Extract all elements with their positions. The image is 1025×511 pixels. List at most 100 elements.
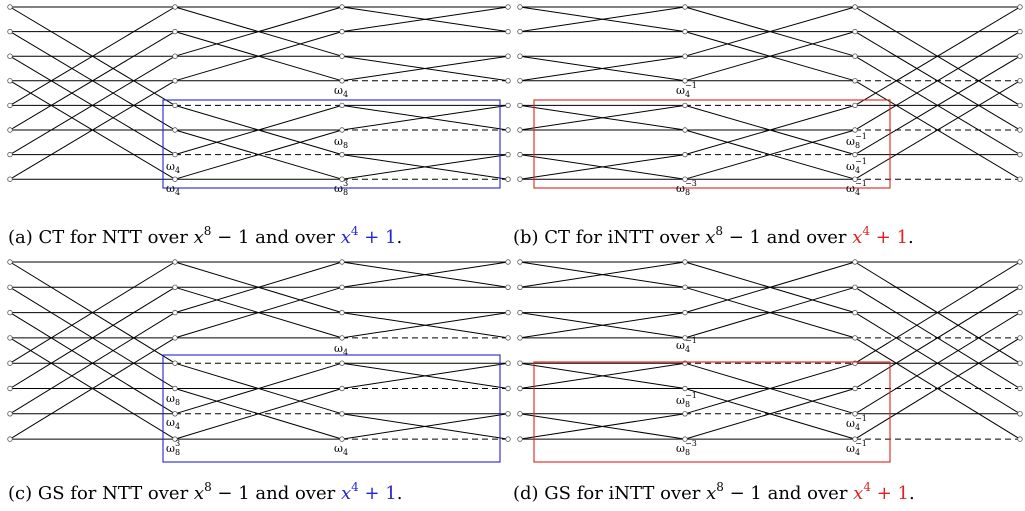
butterfly-edge — [684, 31, 856, 82]
caption-d: (d) GS for iNTT over x8 − 1 and over x4 … — [513, 480, 915, 504]
twiddle-label: ω8−1 — [676, 391, 697, 409]
node — [172, 335, 178, 341]
node — [1017, 176, 1023, 182]
node — [339, 411, 345, 417]
panel-d: ω4−1 ω8−1 ω8−3 ω4−1 ω4−1 (d) GS for iNTT over… — [513, 259, 1023, 504]
butterfly-edge — [341, 154, 509, 180]
butterfly-edge — [9, 312, 176, 415]
node — [339, 151, 345, 158]
twiddle-label: ω4−1 — [846, 179, 867, 197]
node — [517, 4, 523, 10]
caption-a: (a) CT for NTT over x8 − 1 and over x4 +… — [8, 224, 402, 248]
node — [1017, 309, 1023, 316]
butterfly-edge — [684, 104, 856, 156]
node — [852, 127, 858, 133]
node — [1017, 284, 1023, 290]
twiddle-label: ω4−1 — [846, 157, 867, 175]
node — [7, 284, 13, 290]
node — [339, 176, 345, 182]
node — [505, 151, 511, 158]
node — [852, 176, 858, 182]
node — [852, 309, 858, 316]
node — [852, 411, 858, 417]
butterfly-edge — [854, 55, 1021, 156]
node — [1017, 335, 1023, 341]
node — [505, 102, 511, 109]
caption-c: (c) GS for NTT over x8 − 1 and over x4 +… — [8, 480, 402, 504]
node — [339, 53, 345, 59]
butterfly-edge — [684, 129, 856, 180]
node — [682, 102, 688, 109]
butterfly-edge — [9, 337, 176, 440]
node — [682, 151, 688, 158]
node — [172, 176, 178, 182]
node — [339, 102, 345, 109]
panel-a: ω4 ω8 ω4 ω4 ω83 (a) CT for NTT over x8 − 1 an… — [7, 4, 511, 248]
node — [852, 436, 858, 442]
node — [172, 127, 178, 133]
node — [505, 53, 511, 59]
node — [1017, 385, 1023, 392]
node — [505, 411, 511, 417]
node — [682, 436, 688, 442]
node — [1017, 28, 1023, 35]
highlight-box — [533, 361, 891, 463]
node — [7, 259, 13, 265]
highlight-box — [162, 354, 501, 463]
node — [505, 259, 511, 265]
node — [682, 309, 688, 316]
node — [7, 385, 13, 392]
butterfly-edge — [519, 55, 686, 82]
butterfly-edge — [519, 362, 686, 389]
node — [505, 436, 511, 442]
node — [505, 385, 511, 392]
node — [517, 102, 523, 109]
node — [852, 28, 858, 35]
butterfly-edge — [519, 312, 686, 339]
node — [517, 436, 523, 442]
node — [7, 53, 13, 59]
butterfly-edge — [341, 312, 509, 339]
panel-c: ω4 ω8 ω4 ω83 ω4 (c) GS for NTT over x8 − 1 an… — [7, 259, 511, 504]
butterfly-edge — [9, 31, 176, 131]
node — [7, 127, 13, 133]
node — [339, 436, 345, 442]
node — [1017, 78, 1023, 84]
node — [172, 259, 178, 265]
node — [517, 335, 523, 341]
butterfly-edge — [519, 413, 686, 440]
butterfly-edge — [519, 261, 686, 288]
node — [1017, 53, 1023, 59]
butterfly-edge — [9, 286, 176, 389]
node — [682, 4, 688, 10]
butterfly-edge — [174, 286, 343, 339]
node — [7, 28, 13, 35]
twiddle-label: ω4 — [334, 84, 348, 99]
twiddle-label: ω4−1 — [676, 81, 697, 99]
node — [7, 78, 13, 84]
node — [339, 335, 345, 341]
node — [852, 259, 858, 265]
node — [172, 411, 178, 417]
node — [7, 411, 13, 417]
node — [852, 151, 858, 158]
node — [517, 53, 523, 59]
node — [172, 28, 178, 35]
node — [505, 127, 511, 133]
node — [172, 53, 178, 59]
node — [505, 335, 511, 341]
butterfly-edge — [684, 261, 856, 314]
node — [339, 309, 345, 316]
node — [339, 284, 345, 290]
node — [172, 385, 178, 392]
node — [852, 78, 858, 84]
twiddle-label: ω4−1 — [846, 414, 867, 432]
butterfly-edge — [854, 31, 1021, 131]
node — [505, 28, 511, 35]
node — [172, 309, 178, 316]
node — [339, 385, 345, 392]
node — [682, 127, 688, 133]
node — [505, 78, 511, 84]
node — [517, 151, 523, 158]
